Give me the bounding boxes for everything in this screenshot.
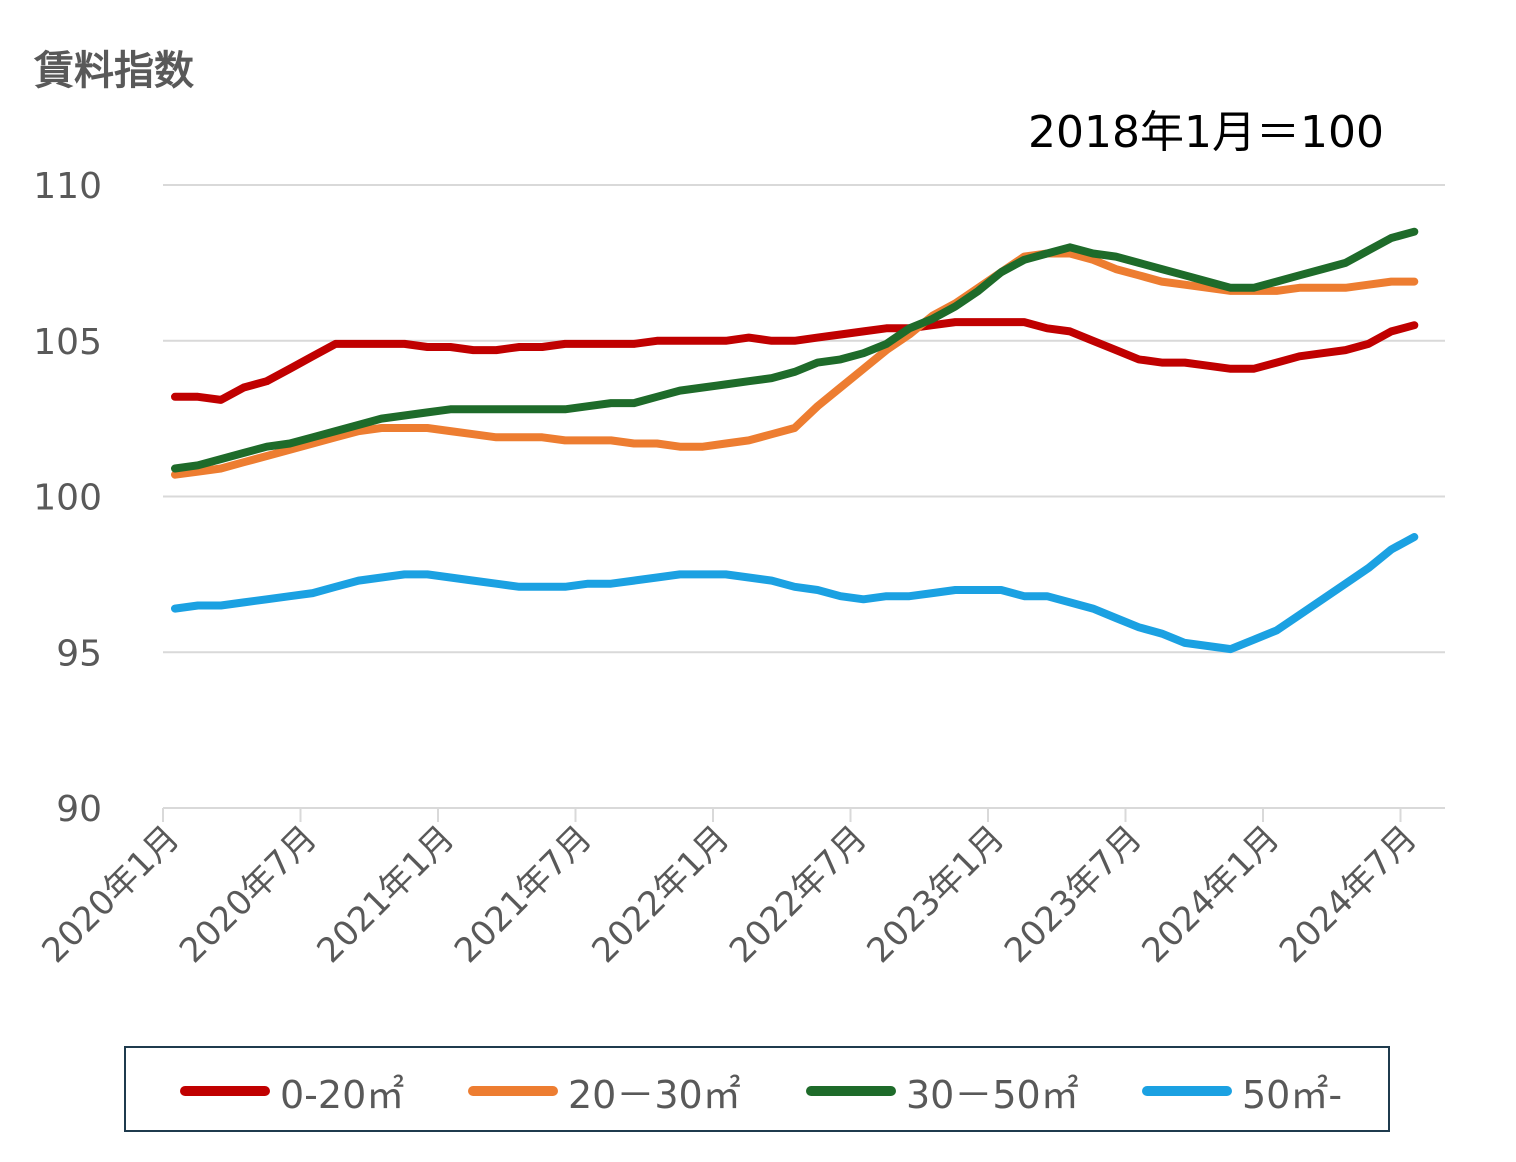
chart-title: 賃料指数 <box>34 48 194 94</box>
x-tick-label: 2023年7月 <box>997 818 1150 971</box>
x-tick-label: 2024年1月 <box>1135 818 1288 971</box>
x-tick-label: 2020年7月 <box>172 818 325 971</box>
legend-label: 0-20㎡ <box>280 1072 405 1117</box>
legend-swatch <box>468 1086 558 1096</box>
y-tick-label: 100 <box>33 478 102 519</box>
legend-label: 20－30㎡ <box>568 1072 741 1117</box>
legend-item: 0-20㎡ <box>180 1048 404 1134</box>
legend-swatch <box>1142 1086 1232 1096</box>
x-tick-label: 2021年7月 <box>447 818 600 971</box>
x-tick-label: 2022年7月 <box>722 818 875 971</box>
series-line <box>171 318 1419 404</box>
plot-area: 90 95 100 105 110 2020年1月2020年7月2021年1月2021年7… <box>33 166 1445 971</box>
y-tick-label: 95 <box>56 633 102 674</box>
series-line <box>171 227 1419 473</box>
x-tick-label: 2020年1月 <box>35 818 188 971</box>
legend-item: 50㎡- <box>1142 1048 1342 1134</box>
legend-item: 30－50㎡ <box>806 1048 1079 1134</box>
y-tick-label: 110 <box>33 166 102 207</box>
legend-label: 30－50㎡ <box>906 1072 1079 1117</box>
legend-label: 50㎡- <box>1242 1072 1343 1117</box>
base-note: 2018年1月＝100 <box>1028 107 1384 158</box>
series-line <box>171 533 1419 654</box>
series-line <box>171 249 1419 479</box>
x-tick-label: 2021年1月 <box>310 818 463 971</box>
x-tick-label: 2023年1月 <box>860 818 1013 971</box>
x-tick-label: 2024年7月 <box>1272 818 1425 971</box>
legend-item: 20－30㎡ <box>468 1048 741 1134</box>
y-tick-label: 105 <box>33 322 102 363</box>
legend-swatch <box>806 1086 896 1096</box>
legend-swatch <box>180 1086 270 1096</box>
legend: 0-20㎡ 20－30㎡ 30－50㎡ 50㎡- <box>124 1046 1390 1132</box>
y-tick-label: 90 <box>56 789 102 830</box>
x-tick-label: 2022年1月 <box>585 818 738 971</box>
